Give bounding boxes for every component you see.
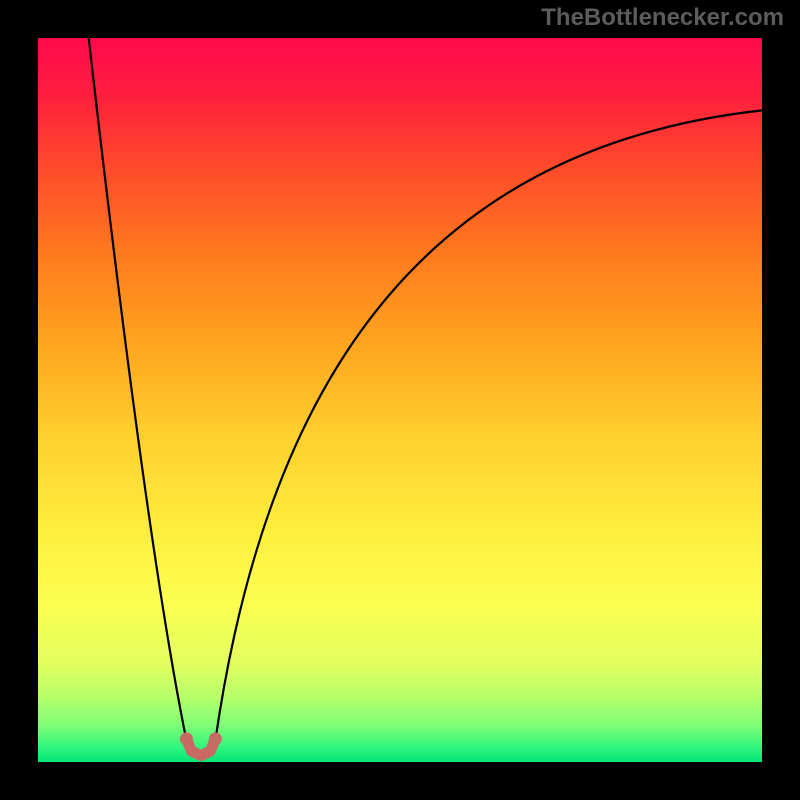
plot-area [38,38,762,762]
bottleneck-curve [89,38,762,740]
valley-marker [180,732,222,755]
watermark-text: TheBottlenecker.com [541,4,784,32]
chart-stage: TheBottlenecker.com [0,0,800,800]
curve-layer [38,38,762,762]
